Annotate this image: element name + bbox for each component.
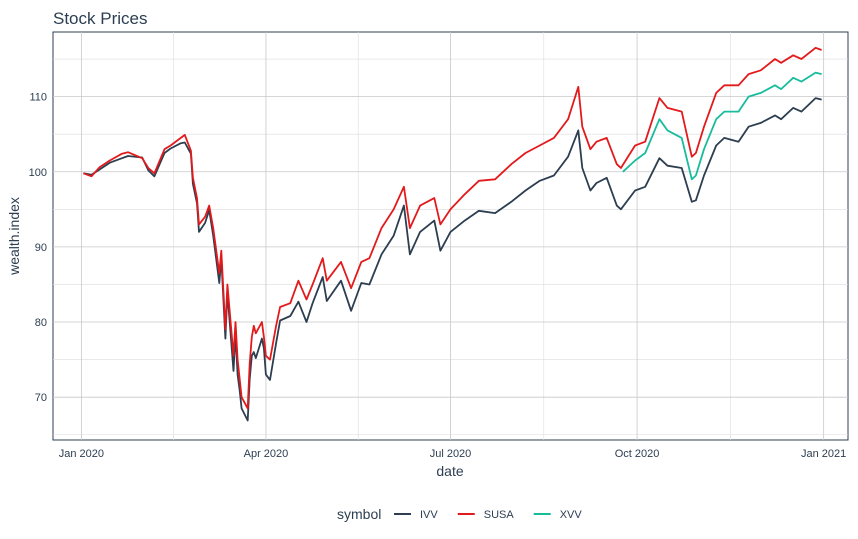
plot-panel (52, 31, 849, 441)
x-tick-label: Jul 2020 (430, 448, 472, 460)
series-line-xvv (622, 71, 822, 181)
legend-label-xvv: XVV (560, 509, 583, 521)
y-tick-label: 80 (35, 317, 47, 329)
y-tick-label: 70 (35, 392, 47, 404)
legend-label-susa: SUSA (484, 509, 515, 521)
series-lines (83, 46, 822, 422)
major-gridlines (53, 32, 848, 440)
x-tick-label: Jan 2021 (801, 448, 846, 460)
x-tick-label: Oct 2020 (615, 448, 660, 460)
series-line-susa (83, 46, 822, 410)
x-tick-label: Apr 2020 (244, 448, 289, 460)
chart-title: Stock Prices (53, 9, 147, 28)
legend-items: IVV SUSA XVV (394, 509, 582, 521)
legend-title: symbol (337, 506, 381, 522)
y-axis-ticks: 70 80 90 100 110 (29, 92, 47, 405)
y-tick-label: 110 (29, 92, 47, 104)
x-axis-title: date (436, 463, 463, 479)
y-tick-label: 100 (29, 167, 47, 179)
legend-label-ivv: IVV (420, 509, 438, 521)
y-tick-label: 90 (35, 242, 47, 254)
y-axis-title: wealth.index (6, 197, 22, 276)
legend: symbol IVV SUSA XVV (337, 506, 582, 522)
x-axis-ticks: Jan 2020 Apr 2020 Jul 2020 Oct 2020 Jan 2021 (59, 448, 847, 460)
x-tick-label: Jan 2020 (59, 448, 104, 460)
minor-gridlines (53, 32, 848, 440)
